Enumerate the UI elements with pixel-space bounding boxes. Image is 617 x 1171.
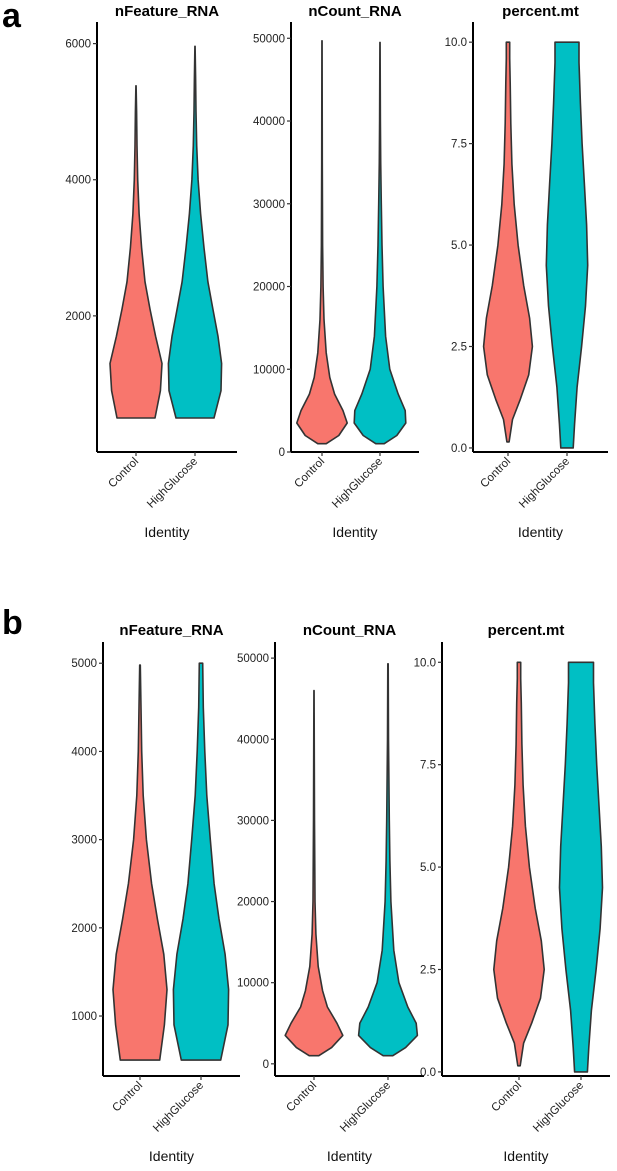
x-tick-label: HighGlucose — [330, 456, 385, 511]
y-tick-label: 0.0 — [451, 443, 467, 455]
x-tick-label: HighGlucose — [151, 1080, 206, 1135]
y-tick-label: 50000 — [237, 653, 269, 665]
y-tick-label: 40000 — [237, 734, 269, 746]
y-tick-label: 4000 — [71, 746, 97, 758]
y-tick-label: 6000 — [65, 39, 91, 51]
x-axis-title: Identity — [332, 524, 377, 540]
y-tick-label: 0.0 — [420, 1067, 436, 1079]
y-tick-label: 50000 — [253, 33, 285, 45]
x-tick-label: Control — [489, 1080, 524, 1115]
x-axis-title: Identity — [503, 1148, 548, 1164]
chart-a-nFeature_RNA: nFeature_RNA 2000 4000 6000 Control HighGluco… — [65, 3, 237, 540]
y-tick-label: 1000 — [71, 1011, 97, 1023]
violin-control — [112, 664, 168, 1061]
violin-control — [296, 40, 348, 445]
chart-title: nCount_RNA — [303, 622, 396, 639]
x-axis-title: Identity — [327, 1148, 372, 1164]
y-tick-label: 10000 — [253, 364, 285, 376]
y-tick-label: 20000 — [253, 282, 285, 294]
y-tick-label: 2.5 — [420, 965, 436, 977]
x-tick-label: Control — [478, 456, 513, 491]
y-tick-label: 2000 — [71, 923, 97, 935]
chart-title: nFeature_RNA — [115, 3, 219, 20]
x-tick-label: Control — [292, 456, 327, 491]
panel-label-b: b — [2, 604, 23, 642]
violin-highglucose — [353, 41, 407, 445]
violin-control — [482, 41, 534, 443]
x-tick-label: Control — [110, 1080, 145, 1115]
y-tick-label: 10.0 — [414, 657, 436, 669]
y-tick-label: 10000 — [237, 978, 269, 990]
y-tick-label: 2000 — [65, 311, 91, 323]
violin-highglucose — [172, 662, 230, 1061]
violin-control — [284, 689, 344, 1057]
y-tick-label: 30000 — [253, 199, 285, 211]
violin-control — [493, 661, 545, 1067]
chart-title: percent.mt — [502, 3, 579, 20]
x-tick-label: HighGlucose — [145, 456, 200, 511]
chart-title: nFeature_RNA — [119, 622, 223, 639]
x-tick-label: Control — [106, 456, 141, 491]
x-axis-title: Identity — [149, 1148, 194, 1164]
y-tick-label: 5.0 — [451, 240, 467, 252]
chart-a-percent.mt: percent.mt 0.0 2.5 5.0 7.5 10.0 Control HighGlu… — [445, 3, 608, 540]
y-tick-label: 5.0 — [420, 862, 436, 874]
y-tick-label: 10.0 — [445, 37, 467, 49]
x-axis-title: Identity — [144, 524, 189, 540]
violin-highglucose — [357, 663, 419, 1057]
violin-control — [109, 85, 163, 419]
x-axis-title: Identity — [518, 524, 563, 540]
chart-a-nCount_RNA: nCount_RNA 0 10000 20000 30000 40000 50000 Cont… — [253, 3, 419, 540]
panel-label-a: a — [2, 0, 21, 35]
chart-b-nCount_RNA: nCount_RNA 0 10000 20000 30000 40000 50000 Cont… — [237, 622, 424, 1164]
y-tick-label: 7.5 — [451, 139, 467, 151]
y-tick-label: 4000 — [65, 175, 91, 187]
x-tick-label: Control — [284, 1080, 319, 1115]
chart-title: percent.mt — [488, 622, 565, 639]
x-tick-label: HighGlucose — [517, 456, 572, 511]
violin-highglucose — [167, 45, 223, 419]
y-tick-label: 5000 — [71, 658, 97, 670]
y-tick-label: 20000 — [237, 897, 269, 909]
x-tick-label: HighGlucose — [531, 1080, 586, 1135]
chart-b-percent.mt: percent.mt 0.0 2.5 5.0 7.5 10.0 Control HighGlu… — [414, 622, 610, 1164]
chart-b-nFeature_RNA: nFeature_RNA 1000 2000 3000 4000 5000 Control H… — [71, 622, 240, 1164]
x-tick-label: HighGlucose — [338, 1080, 393, 1135]
y-tick-label: 3000 — [71, 835, 97, 847]
y-tick-label: 7.5 — [420, 760, 436, 772]
y-tick-label: 2.5 — [451, 342, 467, 354]
y-tick-label: 0 — [279, 447, 285, 459]
y-tick-label: 0 — [263, 1059, 269, 1071]
y-tick-label: 40000 — [253, 116, 285, 128]
violin-highglucose — [558, 661, 604, 1073]
y-tick-label: 30000 — [237, 815, 269, 827]
violin-highglucose — [545, 41, 589, 449]
chart-title: nCount_RNA — [308, 3, 401, 20]
